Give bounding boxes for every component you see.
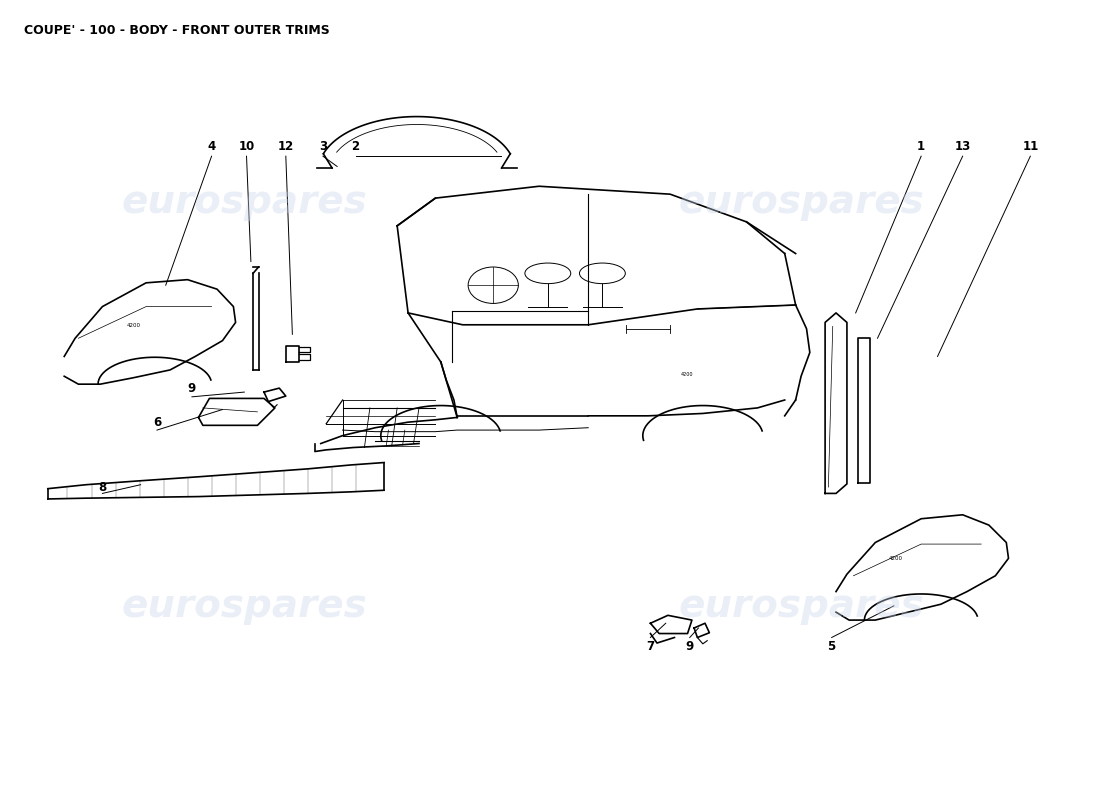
Text: 8: 8 xyxy=(98,481,107,494)
Text: 6: 6 xyxy=(153,416,161,429)
Text: 2: 2 xyxy=(352,140,360,153)
Text: 7: 7 xyxy=(647,641,654,654)
Text: 12: 12 xyxy=(277,140,294,153)
Text: 4: 4 xyxy=(208,140,216,153)
Text: 11: 11 xyxy=(1022,140,1038,153)
Text: eurospares: eurospares xyxy=(121,587,367,625)
Text: 3: 3 xyxy=(319,140,327,153)
Text: 5: 5 xyxy=(827,641,836,654)
Text: 1: 1 xyxy=(917,140,925,153)
Text: 10: 10 xyxy=(239,140,254,153)
Text: COUPE' - 100 - BODY - FRONT OUTER TRIMS: COUPE' - 100 - BODY - FRONT OUTER TRIMS xyxy=(24,24,330,37)
Text: 9: 9 xyxy=(188,382,196,394)
Text: 4200: 4200 xyxy=(681,372,693,378)
Text: eurospares: eurospares xyxy=(121,183,367,221)
Text: 4200: 4200 xyxy=(126,323,141,328)
Text: 9: 9 xyxy=(685,641,694,654)
Text: eurospares: eurospares xyxy=(679,183,924,221)
Text: 13: 13 xyxy=(955,140,971,153)
Text: 4200: 4200 xyxy=(889,556,902,561)
Text: eurospares: eurospares xyxy=(679,587,924,625)
